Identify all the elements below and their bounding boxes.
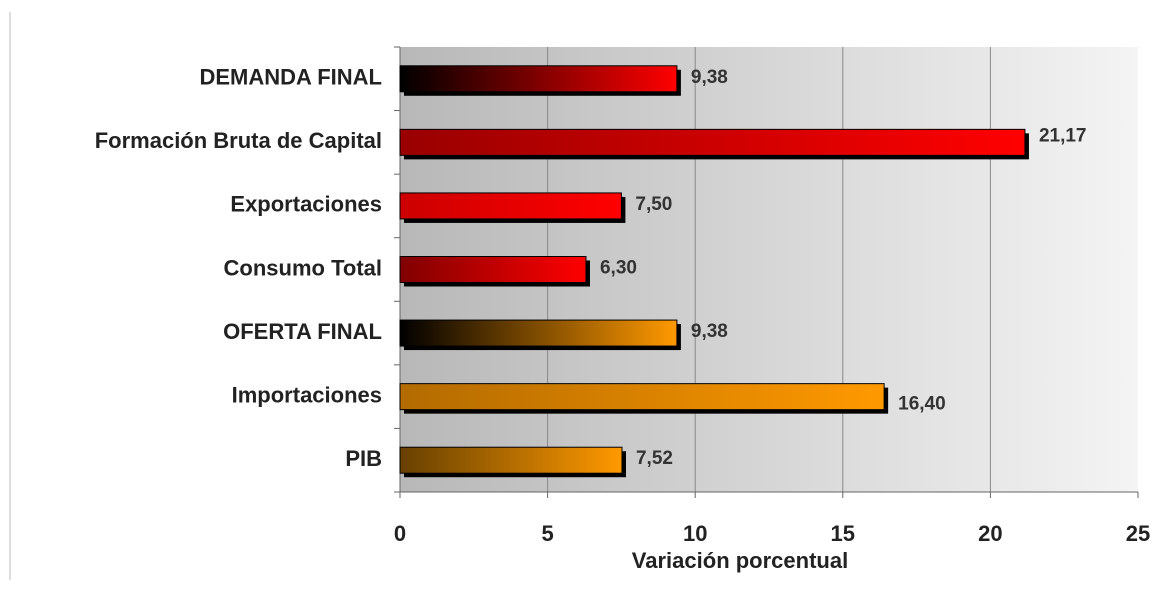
x-tick-label: 10 (683, 521, 707, 546)
bar (399, 383, 885, 411)
y-tick-label: Importaciones (232, 382, 382, 407)
x-tick-label: 15 (831, 521, 855, 546)
data-label: 9,38 (691, 321, 728, 342)
bar (399, 319, 678, 347)
data-label: 9,38 (691, 67, 728, 88)
y-tick-label: OFERTA FINAL (223, 319, 382, 344)
bar (399, 446, 623, 474)
bar (399, 128, 1026, 156)
y-tick-label: DEMANDA FINAL (200, 65, 383, 90)
bar (399, 65, 678, 93)
x-tick-label: 20 (978, 521, 1002, 546)
bar (399, 256, 587, 283)
data-label: 21,17 (1039, 125, 1087, 146)
data-label: 7,52 (636, 448, 673, 469)
y-tick-label: PIB (345, 446, 382, 471)
x-tick-label: 5 (541, 521, 553, 546)
y-tick-label: Exportaciones (230, 192, 382, 217)
x-tick-label: 0 (394, 521, 406, 546)
bar (399, 192, 622, 220)
y-tick-label: Consumo Total (224, 255, 382, 280)
y-tick-label: Formación Bruta de Capital (95, 128, 382, 153)
x-axis-title: Variación porcentual (632, 548, 848, 573)
data-label: 6,30 (600, 258, 637, 279)
x-tick-label: 25 (1126, 521, 1150, 546)
data-label: 7,50 (635, 194, 672, 215)
data-label: 16,40 (898, 394, 946, 415)
